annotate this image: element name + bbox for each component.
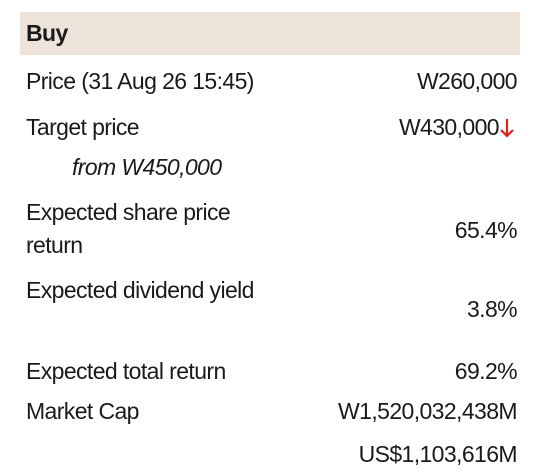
row-label: Expected total return	[26, 358, 226, 384]
down-arrow	[500, 119, 514, 138]
row-value: US$1,103,616M	[358, 441, 518, 467]
row-value: 65.4%	[454, 217, 518, 243]
row-value: W260,000	[416, 68, 518, 94]
header-band: Buy	[20, 12, 520, 55]
row-value: 3.8%	[466, 296, 518, 322]
row-label: Expected dividend yield	[26, 277, 254, 303]
row-label: Target price	[26, 114, 140, 140]
row-value: W1,520,032,438M	[338, 398, 518, 424]
row-label: Market Cap	[26, 398, 139, 424]
row-label: Price (31 Aug 26 15:45)	[26, 68, 254, 94]
row-note: from W450,000	[72, 154, 222, 180]
row-label: Expected share price return	[26, 199, 231, 258]
row-value: W430,000	[398, 114, 500, 140]
row-value: 69.2%	[454, 358, 518, 384]
header-title: Buy	[26, 20, 68, 46]
